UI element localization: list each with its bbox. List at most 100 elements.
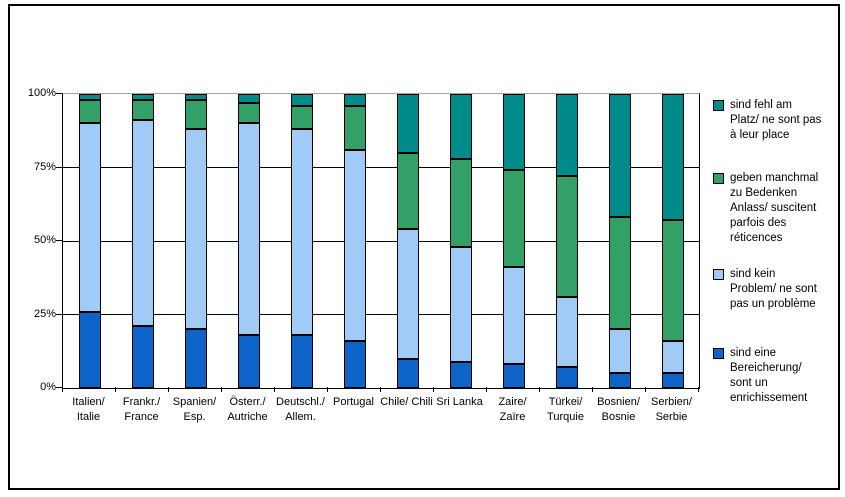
x-axis-label: Bosnien/Bosnie — [597, 396, 640, 423]
gridline — [63, 240, 699, 242]
bar-segment — [290, 94, 313, 106]
bar-segment — [608, 329, 631, 374]
x-axis-tick — [380, 387, 381, 392]
x-axis-label: Deutschl./Allem. — [276, 396, 325, 423]
bar — [237, 94, 260, 388]
x-axis-label: Portugal — [333, 396, 374, 408]
bar-segment — [502, 170, 525, 268]
x-axis-tick — [327, 387, 328, 392]
x-axis-tick — [539, 387, 540, 392]
bar-segment — [449, 246, 472, 362]
x-axis-label: Chile/ Chili — [380, 396, 433, 408]
bar-segment — [131, 326, 154, 388]
bar-segment — [661, 373, 684, 388]
bar — [502, 94, 525, 388]
bar — [343, 94, 366, 388]
legend-marker-icon — [713, 348, 724, 359]
bar-segment — [184, 329, 207, 388]
legend-label: sind kein Problem/ ne sont pas un problème — [730, 268, 817, 310]
bar-segment — [78, 94, 101, 100]
y-axis-label: 25% — [33, 307, 56, 320]
x-axis-tick — [645, 387, 646, 392]
bar-segment — [290, 105, 313, 130]
bar — [131, 94, 154, 388]
bar-segment — [131, 94, 154, 100]
x-axis-label: Italien/Italie — [72, 396, 105, 423]
gridline — [63, 314, 699, 315]
chart-frame: 0% 25% 50% 75% 100% Italien/Italie Frankr./Fr… — [8, 4, 840, 490]
bar-segment — [502, 267, 525, 365]
x-axis-tick — [698, 387, 699, 392]
bar-segment — [396, 229, 419, 359]
bar-segment — [449, 361, 472, 388]
bar — [290, 94, 313, 388]
gridline — [63, 167, 699, 168]
bar-segment — [131, 120, 154, 327]
bar — [555, 94, 578, 388]
x-axis-label: Sri Lanka — [436, 396, 483, 408]
legend-marker-icon — [713, 100, 724, 111]
y-axis-tick — [56, 240, 62, 241]
bar-segment — [78, 123, 101, 312]
bar-segment — [78, 99, 101, 124]
legend-label: sind eine Bereicherung/sont un enrichissem… — [730, 347, 808, 404]
x-axis-tick — [168, 387, 169, 392]
x-axis-tick — [115, 387, 116, 392]
bar-segment — [131, 99, 154, 121]
y-axis-tick — [56, 93, 62, 94]
bar-segment — [661, 220, 684, 341]
bar — [661, 94, 684, 388]
bar-segment — [343, 105, 366, 150]
bar-segment — [555, 176, 578, 297]
bar-segment — [608, 373, 631, 388]
bar-segment — [502, 94, 525, 171]
x-axis-label: Türkei/Turquie — [547, 396, 584, 423]
bar-segment — [343, 340, 366, 388]
bar-segment — [237, 335, 260, 388]
y-axis-tick — [56, 166, 62, 168]
y-axis-label: 0% — [40, 381, 56, 393]
bar-segment — [502, 364, 525, 388]
x-axis-tick — [221, 387, 222, 392]
bar-segment — [449, 94, 472, 159]
y-axis-label: 50% — [33, 234, 56, 246]
y-axis-label: 75% — [33, 160, 56, 173]
bar-segment — [237, 123, 260, 336]
bar-segment — [343, 149, 366, 341]
bar — [78, 94, 101, 388]
x-axis-label: Frankr./France — [122, 396, 161, 423]
bar-segment — [237, 94, 260, 103]
x-axis-label: Zaire/Zaïre — [498, 396, 527, 423]
bar-segment — [290, 335, 313, 388]
bar-segment — [555, 94, 578, 177]
legend-marker-icon — [713, 173, 724, 184]
x-axis-label: Spanien/Esp. — [172, 396, 217, 423]
bar-segment — [608, 217, 631, 330]
bar-segment — [290, 129, 313, 336]
bar-segment — [184, 94, 207, 100]
bar-segment — [343, 94, 366, 106]
bar — [608, 94, 631, 388]
legend-marker-icon — [713, 269, 724, 280]
bar-segment — [449, 158, 472, 247]
x-axis-label: Serbien/Serbie — [651, 396, 692, 423]
x-axis-tick — [592, 387, 593, 392]
bar-segment — [396, 94, 419, 153]
bar-segment — [237, 102, 260, 124]
y-axis-label: 100% — [27, 87, 56, 99]
x-axis-tick — [62, 387, 63, 392]
bar — [449, 94, 472, 388]
bar-segment — [396, 358, 419, 388]
bar-segment — [555, 296, 578, 368]
y-axis-tick — [56, 387, 62, 388]
x-axis-label: Österr./Autriche — [227, 396, 268, 423]
bar-segment — [661, 94, 684, 221]
bar-segment — [608, 94, 631, 218]
bar-segment — [184, 99, 207, 130]
x-axis-tick — [433, 387, 434, 392]
x-axis-tick — [274, 387, 275, 392]
plot-area — [62, 93, 700, 389]
bar — [396, 94, 419, 388]
x-axis-tick — [486, 387, 487, 392]
